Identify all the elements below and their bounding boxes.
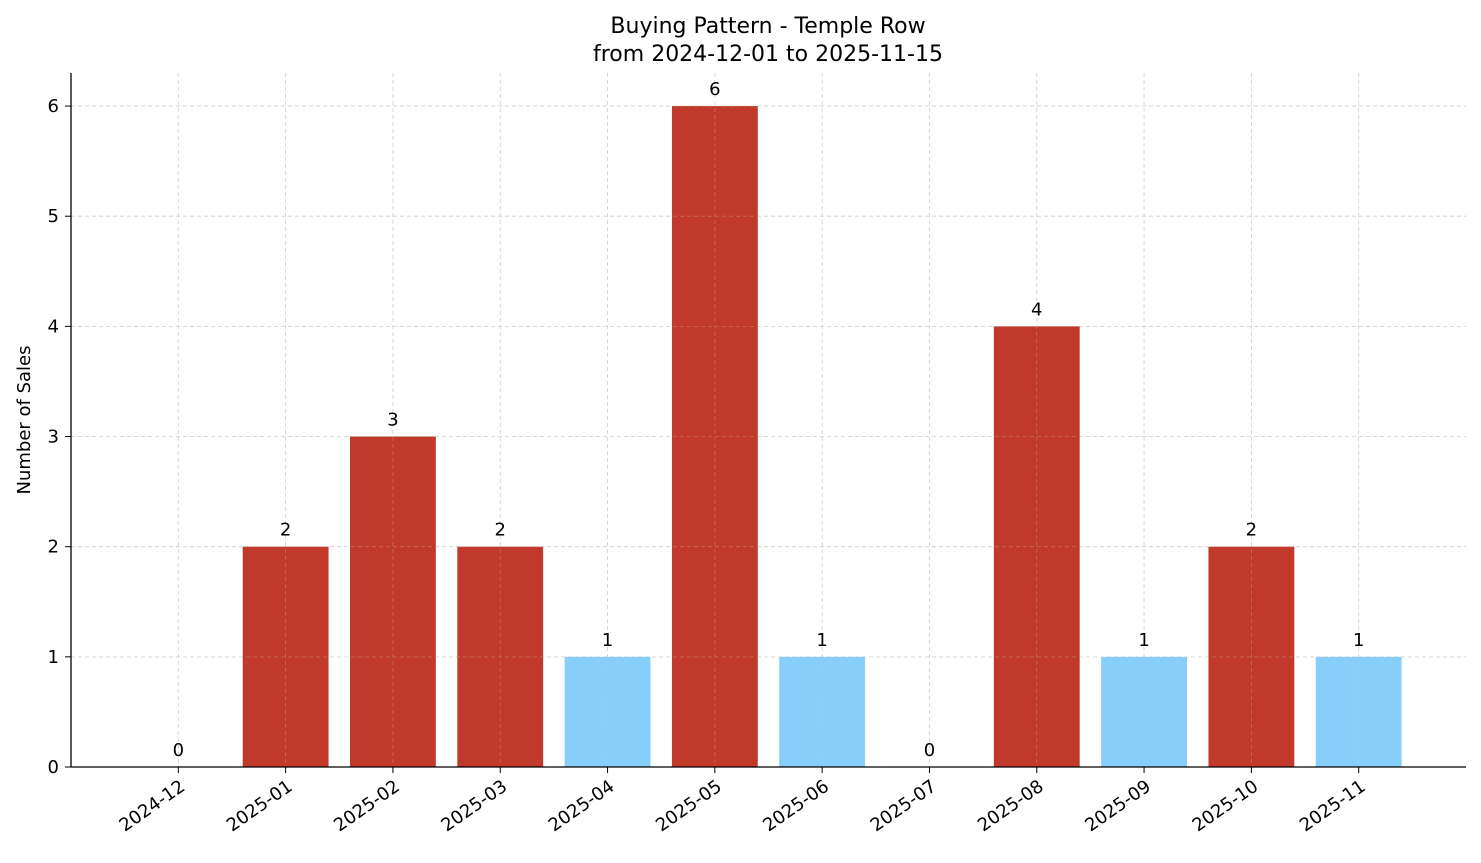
- bar-2025-05: [671, 106, 758, 768]
- y-tick-label: 2: [48, 537, 59, 558]
- x-tick-label: 2025-08: [974, 776, 1048, 836]
- bar-2025-01: [242, 546, 329, 767]
- bar-2025-09: [1101, 656, 1187, 767]
- data-label: 4: [1031, 299, 1042, 320]
- y-tick-label: 6: [48, 96, 59, 117]
- data-label: 3: [387, 410, 398, 431]
- bar-2025-08: [993, 326, 1080, 767]
- bar-2025-02: [350, 436, 436, 767]
- x-tick-label: 2025-05: [652, 776, 726, 836]
- bar-2025-10: [1208, 546, 1295, 767]
- data-label: 2: [1246, 520, 1257, 541]
- x-tick-label: 2025-09: [1081, 776, 1155, 836]
- data-label: 0: [173, 740, 184, 761]
- bar-2025-06: [779, 656, 866, 767]
- data-label: 0: [924, 740, 935, 761]
- data-label: 1: [816, 630, 827, 651]
- y-tick-label: 1: [48, 647, 59, 668]
- y-tick-label: 3: [48, 427, 59, 448]
- y-tick-label: 0: [48, 757, 59, 778]
- bar-2025-03: [457, 546, 544, 767]
- data-label: 1: [1353, 630, 1364, 651]
- y-axis-label: Number of Sales: [14, 345, 35, 494]
- x-tick-label: 2025-07: [867, 776, 941, 836]
- gridlines-overlay: [71, 73, 1466, 768]
- x-tick-label: 2025-11: [1296, 776, 1370, 836]
- data-label: 1: [1138, 630, 1149, 651]
- x-tick-label: 2025-10: [1189, 776, 1263, 836]
- data-label: 2: [495, 520, 506, 541]
- data-label: 6: [709, 79, 720, 100]
- bars: [242, 106, 1402, 768]
- chart-subtitle: from 2024-12-01 to 2025-11-15: [593, 42, 943, 67]
- x-tick-label: 2025-03: [437, 776, 511, 836]
- x-tick-label: 2025-02: [330, 776, 404, 836]
- x-tick-label: 2025-04: [545, 776, 619, 836]
- y-tick-label: 4: [48, 316, 59, 337]
- data-label: 1: [602, 630, 613, 651]
- y-tick-label: 5: [48, 206, 59, 227]
- x-tick-label: 2025-06: [759, 776, 833, 836]
- x-tick-label: 2025-01: [223, 776, 297, 836]
- data-labels: 0 2 3 2 1 6 1 0 4 1 2 1: [173, 79, 1365, 761]
- chart-title: Buying Pattern - Temple Row: [610, 14, 925, 39]
- bar-2025-11: [1315, 656, 1402, 767]
- x-tick-label: 2024-12: [116, 776, 190, 836]
- data-label: 2: [280, 520, 291, 541]
- bar-2025-04: [564, 656, 651, 767]
